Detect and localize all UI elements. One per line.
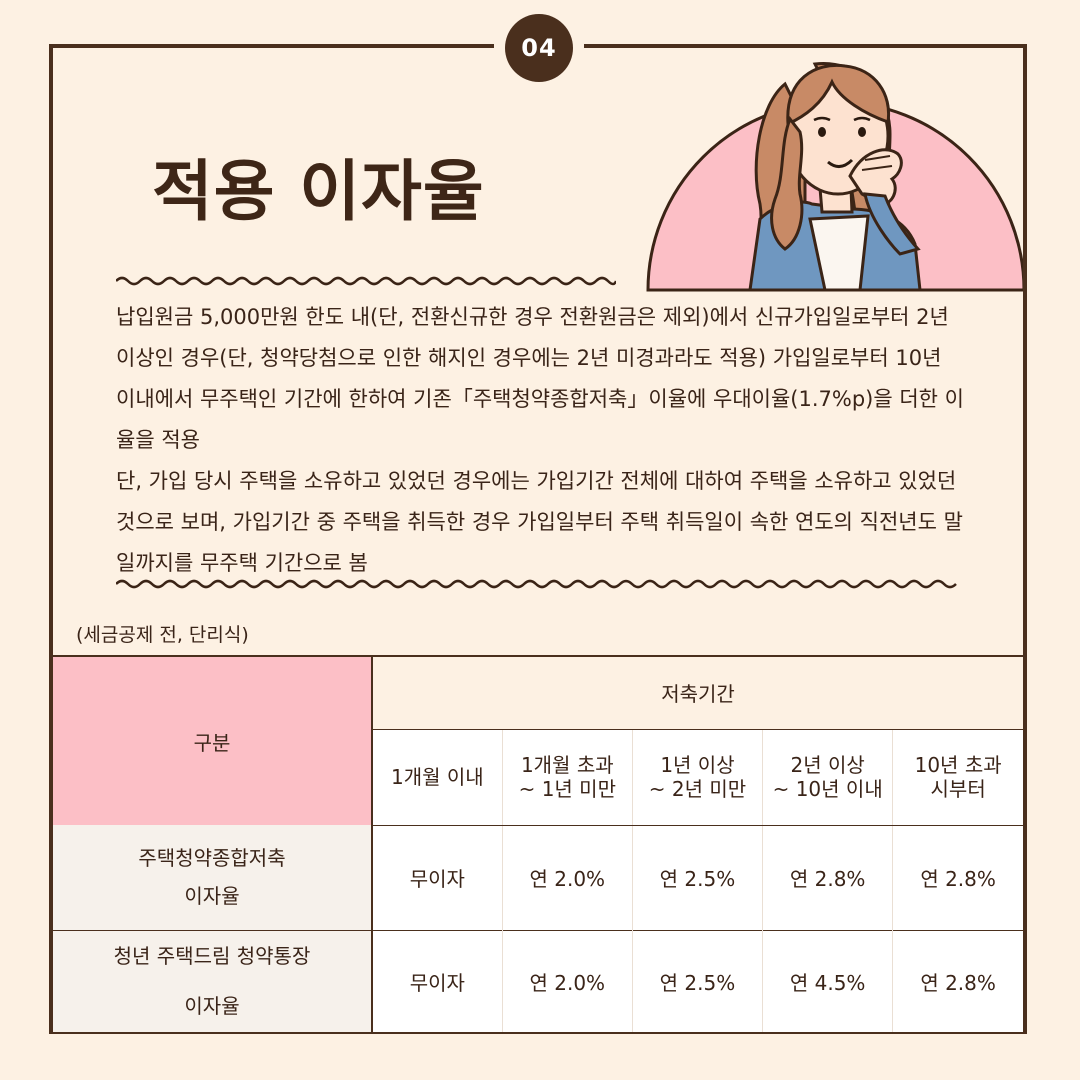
tax-note: (세금공제 전, 단리식) [76,624,249,646]
rate-cell: 연 2.0% [502,929,633,1032]
wavy-divider-top [116,276,616,286]
period-col-1: 1개월 초과 ~ 1년 미만 [502,729,633,826]
rate-cell: 무이자 [372,929,503,1032]
rate-cell: 연 2.0% [502,825,633,930]
table-row: 청년 주택드림 청약통장 이자율 무이자 연 2.0% 연 2.5% 연 4.5%… [53,929,1023,1032]
row-label-youth-dream: 청년 주택드림 청약통장 이자율 [53,929,373,1032]
rate-cell: 무이자 [372,825,503,930]
rate-cell: 연 2.8% [762,825,894,930]
description-text: 납입원금 5,000만원 한도 내(단, 전환신규한 경우 전환원금은 제외)에… [116,297,966,584]
rate-cell: 연 2.5% [632,825,764,930]
rate-cell: 연 2.5% [632,929,764,1032]
row-label-housing-savings: 주택청약종합저축 이자율 [53,825,373,930]
hand [848,148,903,206]
interest-rate-table: 구분 저축기간 1개월 이내 1개월 초과 ~ 1년 미만 1년 이상 ~ 2년 미… [53,655,1023,1032]
period-col-2: 1년 이상 ~ 2년 미만 [632,729,764,826]
period-col-3: 2년 이상 ~ 10년 이내 [762,729,894,826]
category-header: 구분 [53,657,373,825]
rate-cell: 연 2.8% [892,825,1023,930]
period-col-4: 10년 초과 시부터 [892,729,1023,826]
period-col-0: 1개월 이내 [372,729,503,826]
table-row: 주택청약종합저축 이자율 무이자 연 2.0% 연 2.5% 연 2.8% 연 2… [53,825,1023,930]
description-paragraph-1: 납입원금 5,000만원 한도 내(단, 전환신규한 경우 전환원금은 제외)에… [116,305,964,452]
page-title: 적용 이자율 [152,153,485,230]
rate-cell: 연 2.8% [892,929,1023,1032]
period-header: 저축기간 [372,657,1023,730]
woman-thinking-illustration [646,62,1023,292]
page-number-badge: 04 [505,14,573,82]
description-paragraph-2: 단, 가입 당시 주택을 소유하고 있었던 경우에는 가입기간 전체에 대하여 … [116,469,963,575]
wavy-divider-bottom [116,579,957,589]
rate-cell: 연 4.5% [762,929,894,1032]
